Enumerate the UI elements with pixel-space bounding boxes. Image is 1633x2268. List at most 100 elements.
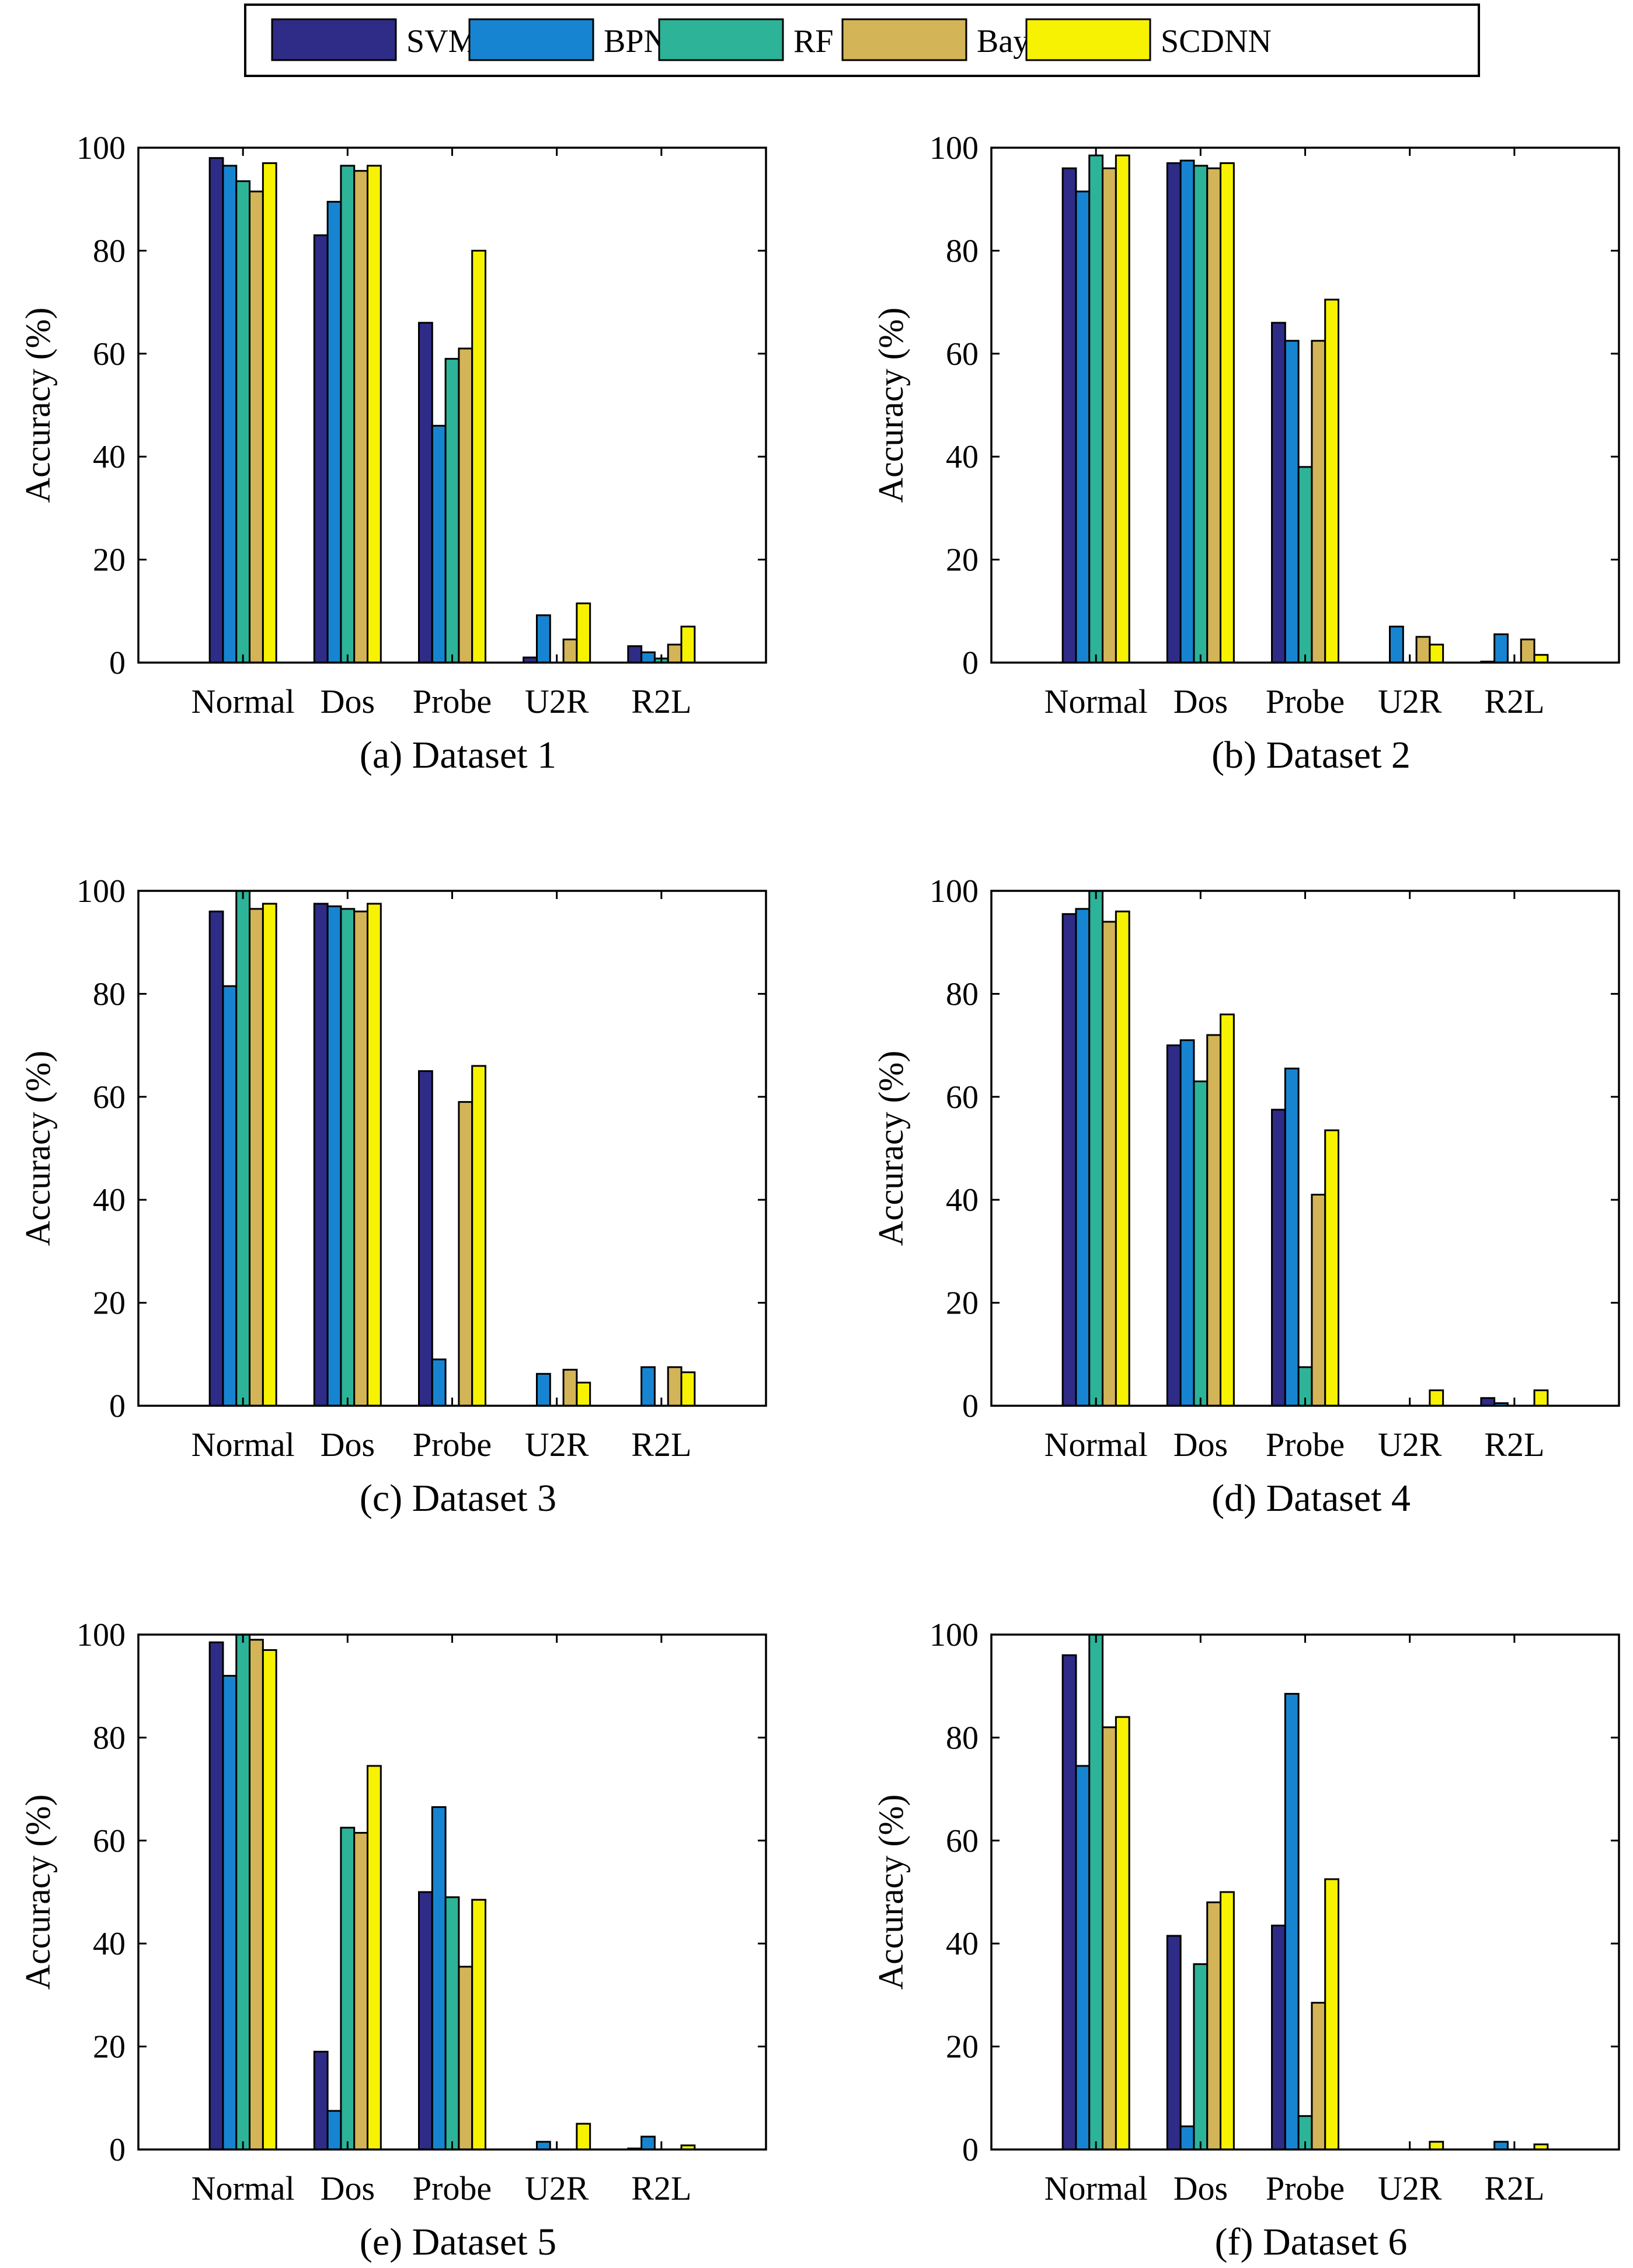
bar-rf-dos	[340, 908, 356, 1407]
legend-label-rf: RF	[793, 23, 834, 60]
y-tick-label: 20	[93, 1285, 126, 1322]
y-tick-label: 60	[93, 336, 126, 372]
bar-svm-normal	[208, 1641, 224, 2151]
x-tick-label-r2l: R2L	[631, 2169, 691, 2207]
bar-rf-normal	[1088, 1633, 1104, 2151]
bar-svm-probe	[1271, 1924, 1286, 2151]
bar-scdnn-r2l	[1533, 654, 1549, 664]
bar-scdnn-normal	[1115, 1716, 1130, 2151]
bar-rf-probe	[444, 358, 460, 664]
bar-scdnn-normal	[262, 903, 277, 1407]
chart-3: 0 20 40 60 80 100 Normal Dos Probe U2R R2L Accuracy…	[19, 873, 767, 1520]
bar-scdnn-r2l	[1533, 1389, 1549, 1407]
x-tick-label-u2r: U2R	[1378, 682, 1442, 720]
bar-bayes-dos	[353, 170, 369, 664]
x-tick-label-normal: Normal	[191, 1426, 295, 1464]
bar-scdnn-u2r	[1429, 1389, 1444, 1407]
bar-bpnn-u2r	[535, 614, 551, 664]
bar-svm-r2l	[1480, 1397, 1496, 1407]
x-tick-label-probe: Probe	[413, 1426, 492, 1464]
bar-bayes-u2r	[562, 1368, 578, 1407]
x-tick-label-normal: Normal	[1044, 1426, 1148, 1464]
x-tick-label-dos: Dos	[1174, 1426, 1228, 1464]
bar-scdnn-probe	[471, 249, 487, 664]
bar-scdnn-r2l	[680, 1371, 696, 1407]
y-tick-label: 80	[93, 233, 126, 269]
bar-bayes-probe	[1311, 2002, 1326, 2151]
bar-bpnn-u2r	[535, 1372, 551, 1407]
y-tick-label: 0	[962, 1388, 979, 1424]
x-tick-label-probe: Probe	[413, 682, 492, 720]
x-tick-label-dos: Dos	[321, 1426, 375, 1464]
bar-bpnn-probe	[431, 424, 447, 664]
bar-bpnn-normal	[1075, 1765, 1091, 2151]
x-tick-label-probe: Probe	[1266, 2169, 1345, 2207]
bar-bayes-dos	[353, 1832, 369, 2151]
bar-svm-normal	[1061, 913, 1077, 1407]
chart-4: 0 20 40 60 80 100 Normal Dos Probe U2R R2L Accuracy…	[872, 873, 1620, 1520]
bar-bayes-u2r	[1415, 636, 1431, 664]
x-tick-label-u2r: U2R	[1378, 2169, 1442, 2207]
bar-svm-normal	[1061, 1654, 1077, 2151]
bar-bpnn-probe	[1284, 1692, 1300, 2151]
x-tick-label-dos: Dos	[1174, 682, 1228, 720]
bar-svm-dos	[1166, 162, 1182, 664]
bar-scdnn-dos	[1220, 1013, 1235, 1407]
bar-bpnn-dos	[1179, 159, 1195, 664]
bar-scdnn-dos	[367, 1765, 382, 2151]
y-tick-label: 80	[946, 233, 979, 269]
bar-scdnn-dos	[1220, 162, 1235, 664]
bar-svm-probe	[418, 1070, 433, 1407]
bar-svm-probe	[1271, 1109, 1286, 1407]
y-tick-label: 20	[93, 542, 126, 579]
y-tick-label: 40	[93, 1926, 126, 1962]
x-tick-label-u2r: U2R	[525, 682, 589, 720]
x-tick-label-dos: Dos	[321, 682, 375, 720]
y-tick-label: 0	[109, 2132, 126, 2168]
bar-rf-normal	[1088, 154, 1104, 664]
y-tick-label: 0	[962, 2132, 979, 2168]
x-tick-label-probe: Probe	[1266, 682, 1345, 720]
y-tick-label: 20	[946, 1285, 979, 1322]
bar-bpnn-r2l	[640, 1366, 656, 1407]
bar-bpnn-dos	[1179, 1039, 1195, 1407]
bar-scdnn-normal	[1115, 154, 1130, 664]
legend-item-scdnn: SCDNN	[1025, 18, 1272, 61]
bar-svm-probe	[418, 1891, 433, 2151]
x-tick-label-u2r: U2R	[1378, 1426, 1442, 1464]
bar-bpnn-r2l	[1493, 2141, 1509, 2151]
legend-item-bayes: Bayes	[841, 18, 1057, 61]
x-tick-label-normal: Normal	[191, 2169, 295, 2207]
bar-bayes-r2l	[667, 643, 683, 664]
bar-bpnn-probe	[431, 1358, 447, 1407]
y-tick-label: 40	[93, 1182, 126, 1218]
bars	[208, 157, 696, 664]
bar-scdnn-u2r	[1429, 2141, 1444, 2151]
bar-svm-dos	[1166, 1044, 1182, 1407]
bar-scdnn-normal	[262, 162, 277, 664]
bar-bpnn-normal	[1075, 908, 1091, 1407]
y-tick-label: 60	[946, 1079, 979, 1116]
chart-1: 0 20 40 60 80 100 Normal Dos Probe U2R R2L Accuracy…	[19, 130, 767, 776]
y-tick-label: 20	[946, 2029, 979, 2065]
bar-bayes-probe	[1311, 340, 1326, 664]
bar-bayes-normal	[249, 1639, 264, 2151]
bar-svm-normal	[208, 157, 224, 664]
x-tick-label-dos: Dos	[1174, 2169, 1228, 2207]
bar-scdnn-dos	[367, 165, 382, 664]
y-tick-label: 100	[76, 130, 126, 166]
x-tick-label-r2l: R2L	[631, 682, 691, 720]
bar-svm-probe	[1271, 322, 1286, 664]
chart-5: 0 20 40 60 80 100 Normal Dos Probe U2R R2L Accuracy…	[19, 1617, 767, 2263]
y-tick-label: 0	[109, 1388, 126, 1424]
legend-label-scdnn: SCDNN	[1161, 23, 1272, 60]
legend: SVM BPNN RF Bayes SCDNN	[244, 4, 1480, 77]
y-tick-label: 80	[93, 1720, 126, 1756]
chart-2: 0 20 40 60 80 100 Normal Dos Probe U2R R2L Accuracy…	[872, 130, 1620, 776]
bar-scdnn-probe	[471, 1065, 487, 1407]
bar-rf-probe	[444, 1896, 460, 2151]
bar-svm-normal	[1061, 167, 1077, 664]
x-tick-label-normal: Normal	[1044, 682, 1148, 720]
bar-scdnn-dos	[367, 903, 382, 1407]
legend-swatch-svm	[271, 18, 397, 61]
